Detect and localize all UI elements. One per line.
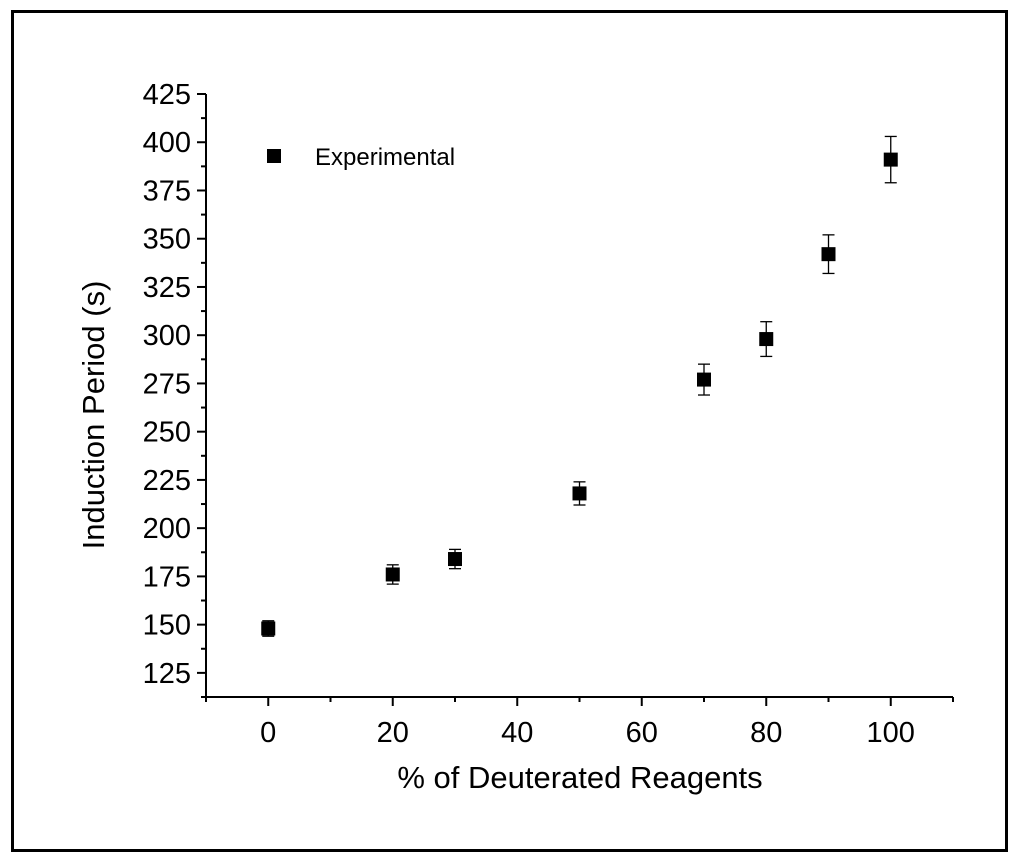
square-marker <box>572 486 587 501</box>
x-axis-ticks: 0 20 40 60 80 100 <box>205 697 954 749</box>
y-tick-label: 250 <box>143 417 191 449</box>
legend-label: Experimental <box>315 144 455 171</box>
y-axis-ticks: 125 150 175 200 225 250 275 300 325 350 375 400 425 <box>143 79 206 698</box>
x-tick-label: 20 <box>377 717 409 749</box>
y-tick-label: 300 <box>143 320 191 352</box>
x-tick-label: 60 <box>626 717 658 749</box>
data-point <box>448 548 462 570</box>
figure-frame <box>11 10 1008 852</box>
data-point <box>883 135 898 184</box>
y-tick-label: 200 <box>143 513 191 545</box>
x-tick-label: 40 <box>501 717 533 749</box>
x-tick-label: 80 <box>750 717 782 749</box>
data-point <box>572 481 587 506</box>
x-axis-title: % of Deuterated Reagents <box>397 760 762 795</box>
data-point <box>697 363 711 396</box>
y-tick-label: 425 <box>143 79 191 111</box>
data-points <box>261 135 898 637</box>
square-marker <box>759 332 774 347</box>
y-tick-label: 375 <box>143 175 191 207</box>
y-tick-label: 275 <box>143 368 191 400</box>
square-marker <box>697 372 711 387</box>
y-tick-label: 225 <box>143 465 191 497</box>
y-tick-label: 400 <box>143 127 191 159</box>
y-tick-label: 350 <box>143 224 191 256</box>
y-axis-title: Induction Period (s) <box>76 281 111 550</box>
square-marker <box>448 552 462 567</box>
x-tick-label: 0 <box>260 717 276 749</box>
square-marker <box>385 567 400 582</box>
y-tick-label: 150 <box>143 610 191 642</box>
data-point <box>759 321 774 358</box>
data-point <box>261 620 276 637</box>
data-point <box>385 564 400 585</box>
legend-marker <box>267 149 281 163</box>
y-tick-label: 175 <box>143 561 191 593</box>
data-point <box>821 234 836 275</box>
y-tick-label: 325 <box>143 272 191 304</box>
square-marker <box>821 247 836 262</box>
square-marker <box>261 621 276 636</box>
square-marker <box>883 152 898 167</box>
x-tick-label: 100 <box>867 717 915 749</box>
axes <box>205 94 953 698</box>
legend: Experimental <box>267 144 455 171</box>
y-tick-label: 125 <box>143 658 191 690</box>
